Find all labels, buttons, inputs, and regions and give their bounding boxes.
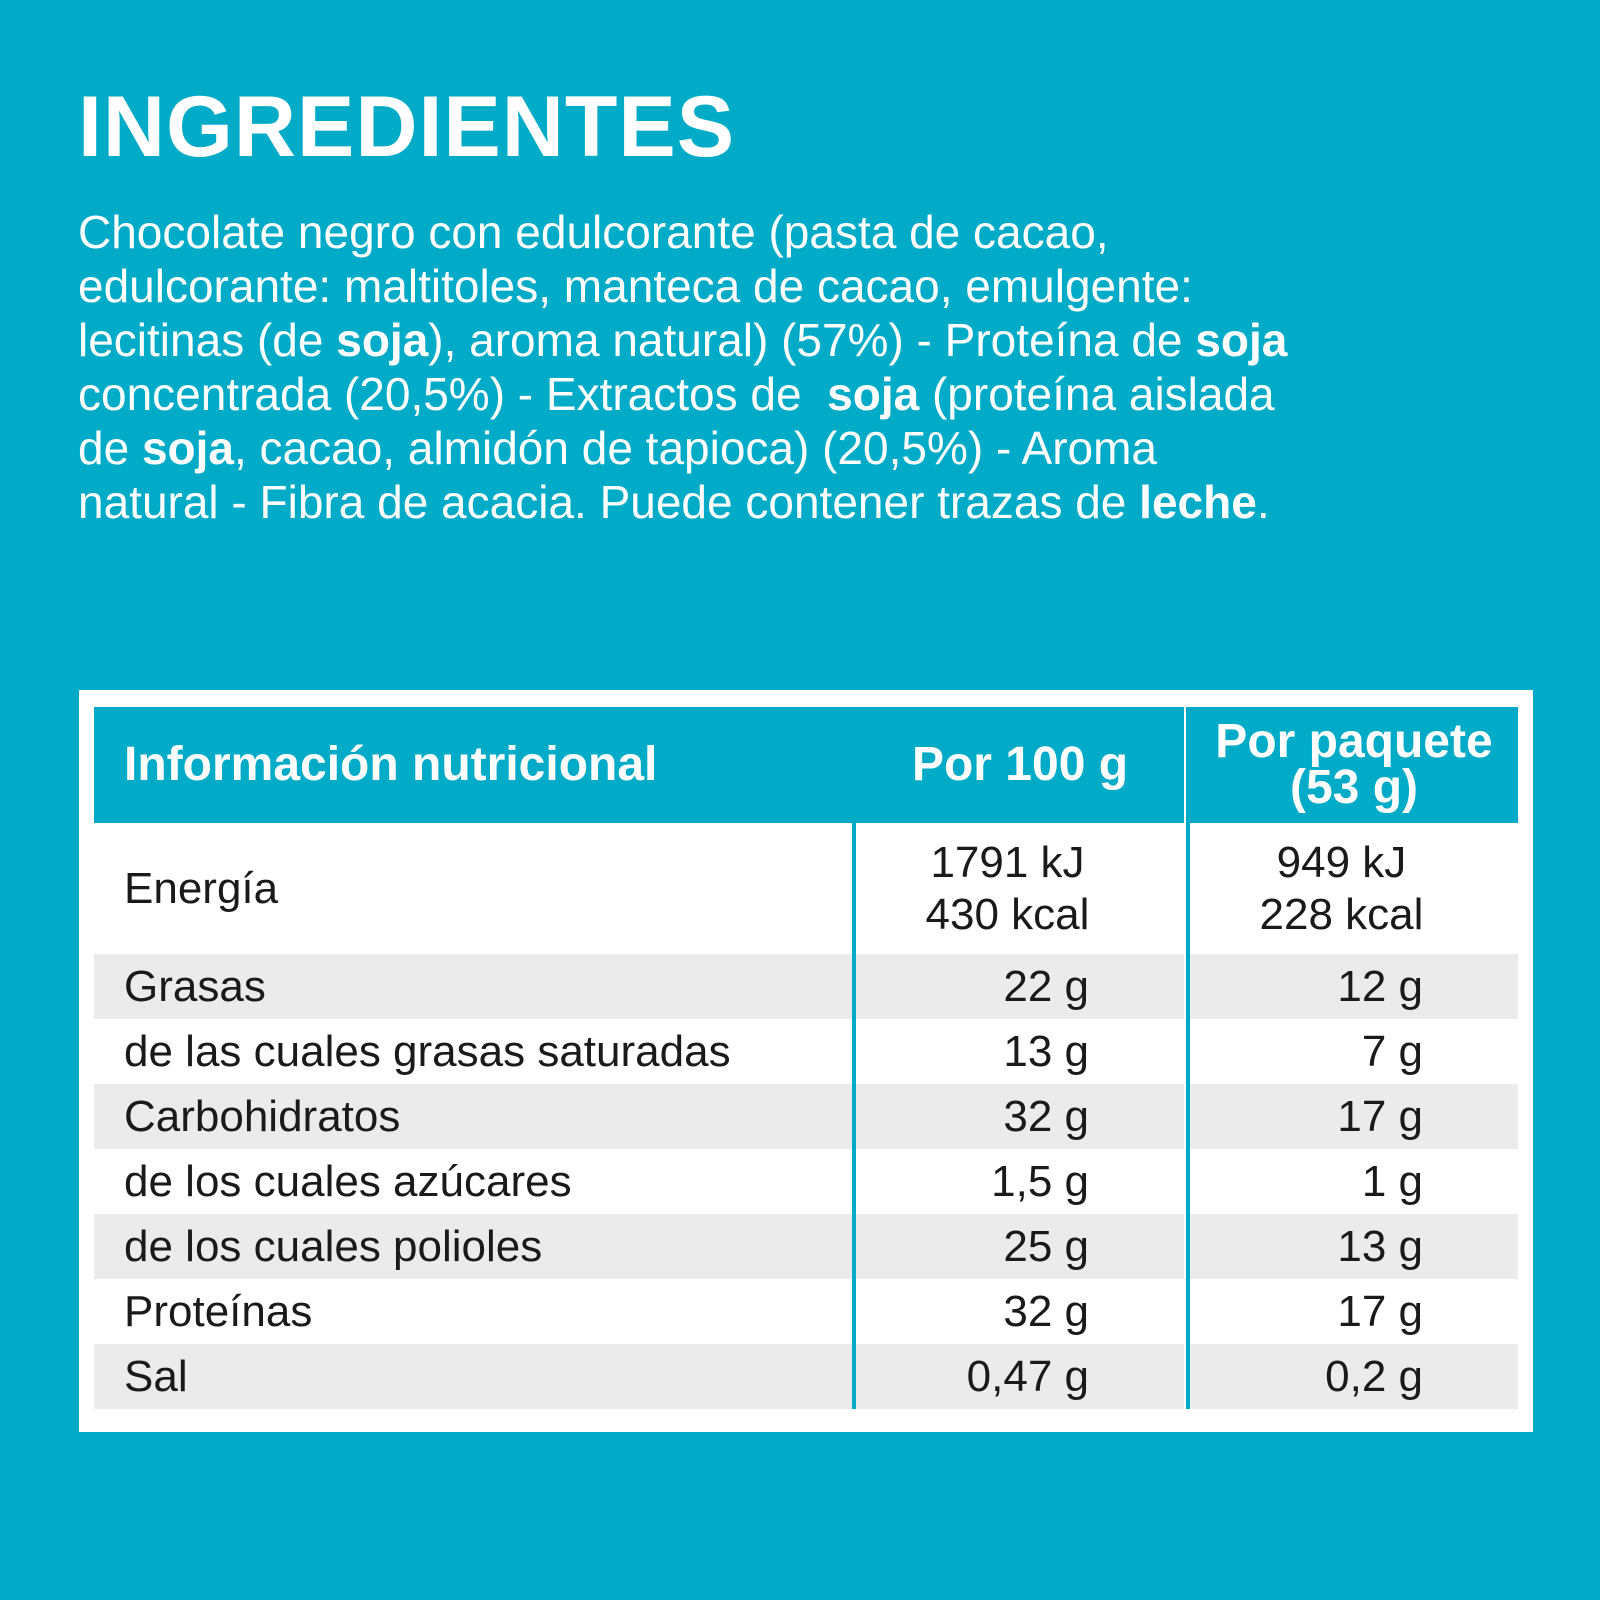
ingredient-text: ), aroma natural) (57%) - Proteína de <box>428 314 1196 366</box>
cell-text: 949 kJ <box>1276 837 1407 887</box>
column-divider <box>1186 707 1190 1409</box>
cell-text: 228 kcal <box>1259 889 1424 939</box>
cell-text: 22 g <box>1003 961 1089 1011</box>
allergen: soja <box>827 368 920 420</box>
cell-text: 0,2 g <box>1325 1351 1423 1401</box>
row-value: 22 g <box>856 954 1184 1019</box>
ingredient-line: de soja, cacao, almidón de tapioca) (20,… <box>78 421 1287 475</box>
row-label: Carbohidratos <box>94 1084 852 1149</box>
ingredient-text: . <box>1256 476 1270 528</box>
row-value: 32 g <box>856 1084 1184 1149</box>
row-value: 32 g <box>856 1279 1184 1344</box>
ingredients: Chocolate negro con edulcorante (pasta d… <box>78 205 1287 529</box>
ingredient-line: concentrada (20,5%) - Extractos de soja … <box>78 367 1287 421</box>
header-text: (53 g) <box>1289 761 1418 814</box>
row-value: 1791 kJ 430 kcal <box>856 823 1184 954</box>
cell-text: Grasas <box>124 961 266 1011</box>
row-value: 13 g <box>1190 1214 1518 1279</box>
row-value: 0,2 g <box>1190 1344 1518 1409</box>
cell-text: 1791 kJ <box>930 837 1085 887</box>
cell-text: 12 g <box>1337 961 1423 1011</box>
ingredient-text: de <box>78 422 142 474</box>
row-value: 13 g <box>856 1019 1184 1084</box>
cell-text: de los cuales polioles <box>124 1221 543 1271</box>
cell-text: Energía <box>124 863 279 913</box>
header-cell: Por paquete (53 g) <box>1190 707 1518 823</box>
cell-text: 430 kcal <box>925 889 1090 939</box>
cell-text: 32 g <box>1003 1286 1089 1336</box>
ingredient-text: lecitinas (de <box>78 314 337 366</box>
row-value: 0,47 g <box>856 1344 1184 1409</box>
cell-text: 13 g <box>1337 1221 1423 1271</box>
row-label: Sal <box>94 1344 852 1409</box>
ingredient-text: concentrada (20,5%) - Extractos de <box>78 368 828 420</box>
cell-text: 32 g <box>1003 1091 1089 1141</box>
row-value: 17 g <box>1190 1084 1518 1149</box>
cell-text: 17 g <box>1337 1286 1423 1336</box>
row-value: 949 kJ 228 kcal <box>1190 823 1518 954</box>
ingredient-text: Chocolate negro con edulcorante (pasta d… <box>78 206 1109 258</box>
row-value: 1,5 g <box>856 1149 1184 1214</box>
ingredient-line: natural - Fibra de acacia. Puede contene… <box>78 475 1287 529</box>
ingredient-line: edulcorante: maltitoles, manteca de caca… <box>78 259 1287 313</box>
row-label: de las cuales grasas saturadas <box>94 1019 852 1084</box>
ingredient-line: Chocolate negro con edulcorante (pasta d… <box>78 205 1287 259</box>
row-label: Grasas <box>94 954 852 1019</box>
ingredient-text: edulcorante: maltitoles, manteca de caca… <box>78 260 1193 312</box>
allergen: soja <box>336 314 429 366</box>
cell-text: de las cuales grasas saturadas <box>124 1026 731 1076</box>
header-text: Por paquete <box>1215 715 1493 768</box>
cell-text: Proteínas <box>124 1286 313 1336</box>
column-divider <box>852 707 856 1409</box>
ingredient-text: , cacao, almidón de tapioca) (20,5%) - A… <box>234 422 1158 474</box>
row-value: 25 g <box>856 1214 1184 1279</box>
header-cell: Por 100 g <box>856 707 1184 823</box>
cell-text: 1,5 g <box>991 1156 1089 1206</box>
row-value: 7 g <box>1190 1019 1518 1084</box>
cell-text: de los cuales azúcares <box>124 1156 572 1206</box>
header-cell: Información nutricional <box>94 707 852 823</box>
ingredient-text: (proteína aislada <box>919 368 1275 420</box>
row-value: 1 g <box>1190 1149 1518 1214</box>
cell-text: Sal <box>124 1351 188 1401</box>
header-text: Por 100 g <box>911 738 1129 791</box>
cell-text: 13 g <box>1003 1026 1089 1076</box>
cell-text: 1 g <box>1361 1156 1423 1206</box>
allergen: soja <box>1195 314 1288 366</box>
row-value: 12 g <box>1190 954 1518 1019</box>
nutrition-table: Información nutricional Por 100 g Por paqu… <box>79 690 1533 1432</box>
cell-text: 0,47 g <box>966 1351 1089 1401</box>
row-label: de los cuales azúcares <box>94 1149 852 1214</box>
allergen: soja <box>141 422 234 474</box>
cell-text: 17 g <box>1337 1091 1423 1141</box>
row-value: 17 g <box>1190 1279 1518 1344</box>
cell-text: Carbohidratos <box>124 1091 401 1141</box>
row-label: Energía <box>94 823 852 954</box>
row-label: de los cuales polioles <box>94 1214 852 1279</box>
cell-text: 7 g <box>1361 1026 1423 1076</box>
row-label: Proteínas <box>94 1279 852 1344</box>
title: INGREDIENTES <box>78 79 736 175</box>
header-text: Información nutricional <box>124 738 658 791</box>
ingredient-text: natural - Fibra de acacia. Puede contene… <box>78 476 1140 528</box>
allergen: leche <box>1139 476 1257 528</box>
ingredient-line: lecitinas (de soja), aroma natural) (57%… <box>78 313 1287 367</box>
cell-text: 25 g <box>1003 1221 1089 1271</box>
